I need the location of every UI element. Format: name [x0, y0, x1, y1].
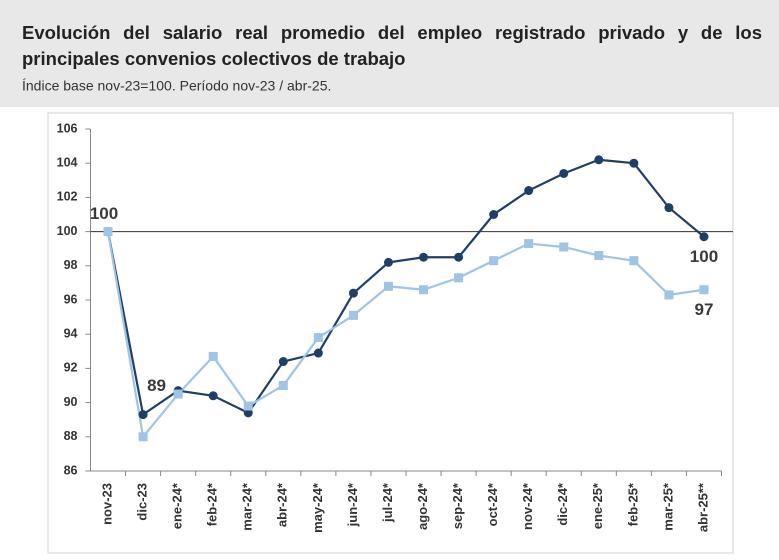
value-label: 100: [90, 204, 118, 223]
x-tick-label: feb-24*: [205, 482, 220, 526]
x-tick-label: sep-24*: [450, 482, 465, 529]
x-tick-label: oct-24*: [485, 482, 500, 526]
marker: [419, 285, 429, 295]
marker: [629, 158, 639, 168]
chart-subtitle: Índice base nov-23=100. Período nov-23 /…: [22, 78, 331, 94]
x-tick-label: abr-25**: [695, 482, 710, 532]
marker: [243, 408, 253, 418]
marker: [454, 252, 464, 262]
value-label: 97: [695, 300, 714, 319]
marker: [208, 351, 218, 361]
marker: [348, 310, 358, 320]
marker: [489, 210, 499, 219]
series-line: [106, 158, 705, 417]
marker: [313, 348, 323, 358]
y-tick-label: 94: [64, 326, 78, 340]
y-tick-label: 88: [64, 429, 78, 443]
y-tick-label: 106: [57, 121, 78, 135]
x-tick-label: nov-24*: [520, 482, 535, 530]
marker: [348, 288, 358, 298]
marker: [559, 242, 569, 252]
y-tick-label: 86: [64, 463, 78, 477]
value-label: 100: [690, 247, 718, 266]
y-tick-label: 92: [64, 361, 78, 375]
marker: [208, 391, 218, 401]
marker: [103, 227, 113, 237]
x-tick-label: nov-23: [99, 483, 114, 525]
y-tick-label: 96: [64, 292, 78, 306]
marker: [489, 256, 499, 266]
marker: [454, 273, 464, 283]
marker: [524, 239, 534, 249]
x-tick-label: ago-24*: [415, 482, 430, 530]
marker: [383, 257, 393, 267]
marker: [664, 203, 674, 213]
x-tick-label: mar-24*: [240, 482, 255, 531]
marker: [138, 432, 148, 442]
y-tick-label: 104: [57, 155, 78, 169]
x-tick-label: jul-24*: [380, 482, 395, 523]
y-tick-label: 100: [57, 224, 78, 238]
marker: [313, 333, 323, 343]
marker: [629, 256, 639, 266]
y-tick-label: 98: [64, 258, 78, 272]
marker: [594, 155, 604, 165]
marker: [594, 251, 604, 261]
marker: [699, 232, 709, 242]
marker: [278, 381, 288, 390]
header-background: [0, 0, 779, 107]
x-tick-label: may-24*: [310, 482, 325, 533]
x-tick-label: ene-25*: [590, 482, 605, 529]
x-tick-label: dic-24*: [555, 482, 570, 526]
marker: [524, 186, 534, 196]
marker: [664, 290, 674, 300]
y-tick-label: 90: [64, 395, 78, 409]
x-tick-label: mar-25*: [660, 482, 675, 531]
x-tick-label: feb-25*: [625, 482, 640, 526]
marker: [173, 389, 183, 399]
title-box: Evolución del salario real promedio del …: [22, 22, 762, 69]
marker: [243, 401, 253, 411]
plot-frame: [47, 112, 734, 554]
marker: [419, 252, 429, 262]
marker: [278, 357, 288, 367]
marker: [383, 281, 393, 291]
y-tick-label: 102: [57, 190, 78, 204]
x-tick-label: ene-24*: [170, 482, 185, 529]
value-label: 89: [147, 376, 166, 395]
series-line: [106, 231, 705, 440]
x-tick-label: dic-23: [135, 483, 150, 521]
x-tick-label: abr-24*: [275, 482, 290, 527]
marker: [559, 168, 569, 178]
chart-title: Evolución del salario real promedio del …: [22, 22, 762, 69]
marker: [138, 410, 148, 420]
marker: [699, 285, 709, 295]
x-tick-label: jun-24*: [345, 482, 360, 527]
